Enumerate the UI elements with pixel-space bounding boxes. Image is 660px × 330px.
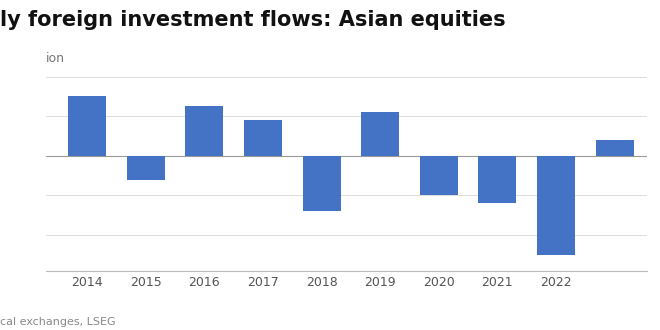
Bar: [68, 96, 106, 156]
Bar: [244, 120, 282, 156]
Text: cal exchanges, LSEG: cal exchanges, LSEG: [0, 317, 115, 327]
Text: ion: ion: [46, 52, 65, 65]
Bar: [478, 156, 516, 203]
Bar: [185, 106, 224, 156]
Bar: [127, 156, 165, 180]
Bar: [302, 156, 341, 211]
Bar: [595, 140, 634, 156]
Bar: [420, 156, 458, 195]
Bar: [361, 112, 399, 156]
Text: ly foreign investment flows: Asian equities: ly foreign investment flows: Asian equit…: [0, 10, 506, 30]
Bar: [537, 156, 575, 255]
